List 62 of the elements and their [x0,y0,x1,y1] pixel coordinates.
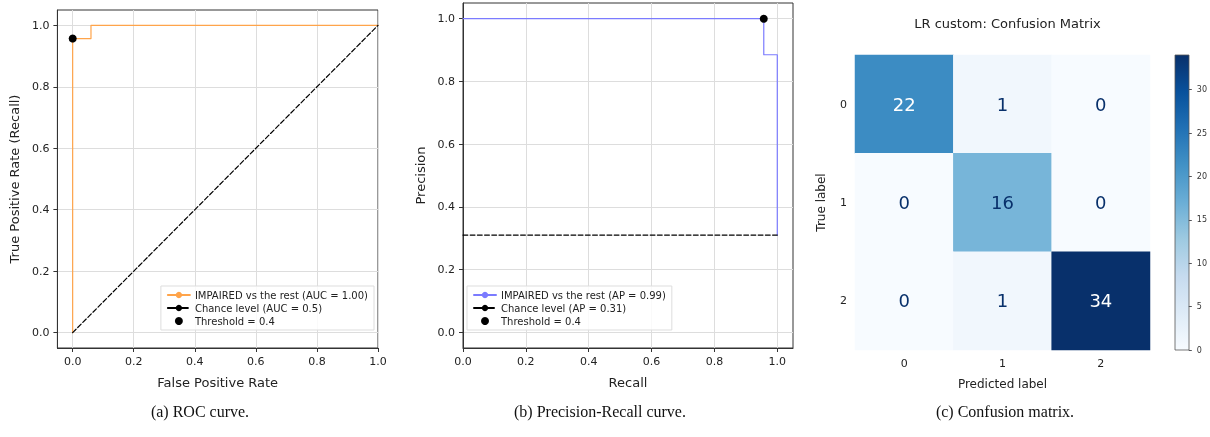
x-tick-label: 0.0 [63,355,82,368]
x-axis-title: False Positive Rate [157,375,279,390]
x-tick-label: 0.4 [186,355,204,368]
color-bar-label: 10 [1196,258,1208,268]
y-axis-title: True label [814,173,828,233]
data-label: 0 [1095,192,1107,213]
color-bar-label: 30 [1196,85,1208,95]
y-tick-label: 0.4 [31,203,50,217]
color-bar-label: 20 [1196,171,1208,181]
x-tick-label: 0.2 [517,355,535,368]
x-axis-title: Recall [608,375,648,390]
x-tick-label: 0.8 [705,355,724,368]
y-tick-label: 0.6 [31,141,50,155]
y-tick-label: 1.0 [31,18,50,32]
data-label: 1 [996,290,1009,312]
text: (a) ROC curve. [150,402,250,421]
legend-label: IMPAIRED vs the rest (AUC = 1.00) [194,289,369,301]
y-tick-label: 0.6 [437,137,455,151]
data-label: 34 [1089,290,1113,312]
color-bar-label: 25 [1196,128,1208,138]
y-tick-label: 1 [840,196,847,209]
x-tick-label: 1 [999,357,1006,370]
x-tick-label: 1.0 [768,355,787,368]
legend-label: IMPAIRED vs the rest (AP = 0.99) [501,289,666,301]
y-tick-label: 0.2 [31,264,50,278]
data-label: 0 [898,192,910,213]
y-tick-label: 0.0 [31,326,50,340]
x-axis-title: Predicted label [957,377,1048,391]
x-tick-label: 1.0 [369,355,387,368]
x-tick-label: 2 [1097,357,1105,370]
x-tick-label: 0.2 [124,355,143,368]
data-label: 1 [996,93,1009,115]
y-tick-label: 2 [840,294,847,308]
y-tick-label: 1.0 [437,12,455,26]
y-tick-label: 0.8 [31,80,50,94]
y-tick-label: 0.4 [437,200,455,214]
data-label: 0 [1095,93,1107,115]
data-label: 16 [991,192,1014,213]
data-label: 22 [892,93,916,115]
y-axis-title: True Positive Rate (Recall) [7,94,22,265]
color-bar-label: 0 [1196,345,1202,355]
color-bar-label: 5 [1196,302,1202,312]
x-tick-label: 0.0 [454,355,472,368]
y-axis-title: Precision [412,146,428,205]
chart-title: LR custom: Confusion Matrix [914,16,1102,31]
legend-label: Chance level (AP = 0.31) [501,302,627,314]
data-label: 0 [898,290,910,312]
x-tick-label: 0 [900,357,908,370]
x-tick-label: 0.6 [642,355,661,368]
x-tick-label: 0.8 [308,355,326,368]
color-bar-label: 15 [1196,215,1208,225]
legend-label: Chance level (AUC = 0.5) [194,302,323,314]
legend-label: Threshold = 0.4 [193,315,275,327]
text: (b) Precision-Recall curve. [514,402,686,421]
y-tick-label: 0.0 [437,325,455,339]
legend-label: Threshold = 0.4 [500,315,581,327]
y-tick-label: 0.2 [437,263,455,277]
x-tick-label: 0.6 [247,355,265,368]
y-tick-label: 0 [840,97,847,111]
y-tick-label: 0.8 [437,74,455,88]
text: (c) Confusion matrix. [935,402,1075,421]
x-tick-label: 0.4 [579,355,598,368]
